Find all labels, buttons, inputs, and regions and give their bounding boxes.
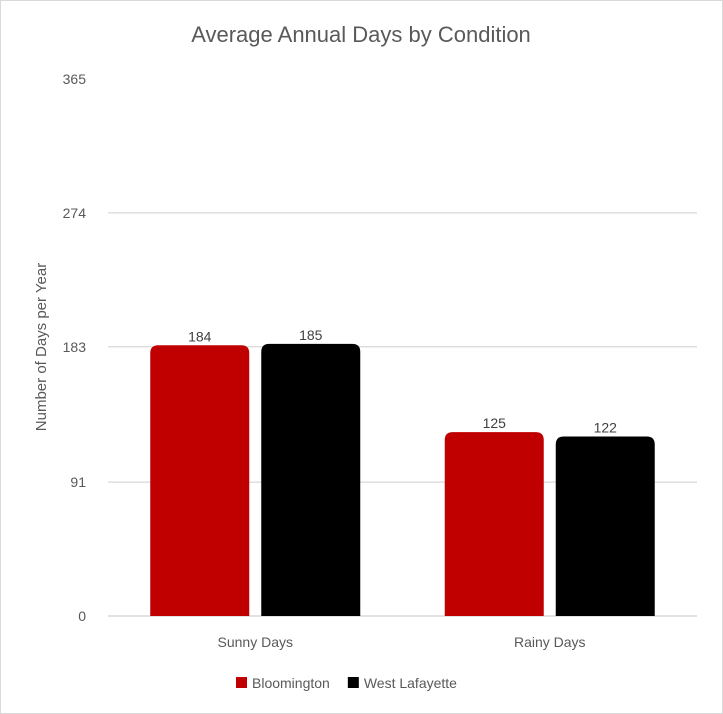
legend-swatch bbox=[236, 677, 247, 688]
x-tick-label: Rainy Days bbox=[514, 634, 586, 650]
legend-swatch bbox=[347, 677, 359, 688]
y-tick-label: 0 bbox=[78, 608, 86, 624]
data-label: 125 bbox=[483, 415, 507, 431]
y-axis-label: Number of Days per Year bbox=[33, 263, 50, 431]
chart-title: Average Annual Days by Condition bbox=[191, 22, 531, 47]
bar bbox=[444, 432, 544, 616]
bar bbox=[555, 436, 655, 616]
data-label: 184 bbox=[188, 328, 212, 344]
legend-label: Bloomington bbox=[252, 675, 330, 691]
y-tick-label: 91 bbox=[70, 474, 86, 490]
legend-label: West Lafayette bbox=[364, 675, 457, 691]
y-tick-label: 365 bbox=[63, 71, 87, 87]
data-label: 122 bbox=[594, 420, 618, 436]
y-tick-label: 274 bbox=[63, 205, 87, 221]
x-tick-label: Sunny Days bbox=[218, 634, 293, 650]
bar bbox=[261, 343, 361, 616]
bar bbox=[150, 345, 250, 616]
y-tick-label: 183 bbox=[63, 339, 87, 355]
data-label: 185 bbox=[299, 327, 323, 343]
